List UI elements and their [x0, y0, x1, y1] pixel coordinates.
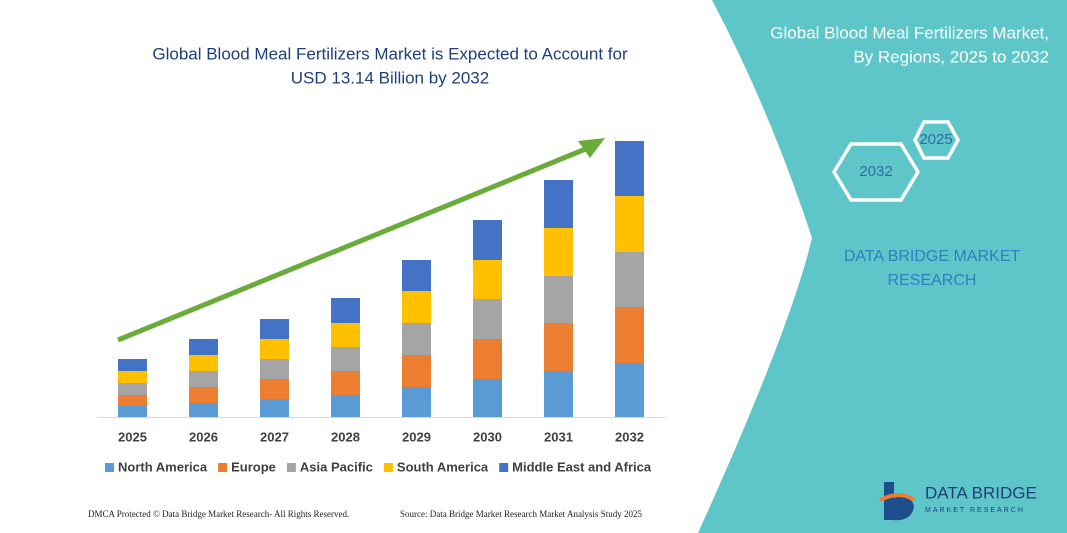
brand-text: RESEARCH [888, 272, 977, 289]
bar-segment [331, 371, 360, 395]
bar-segment [189, 371, 218, 387]
logo-mark [879, 493, 916, 502]
x-tick-label: 2025 [118, 429, 147, 444]
bar-segment [189, 339, 218, 355]
bar-segment [544, 276, 573, 323]
bar-segment [615, 196, 644, 252]
hexagon [831, 142, 921, 202]
bar-segment [615, 252, 644, 307]
x-tick-label: 2028 [331, 429, 360, 444]
plot: 2025 2026 2027 2028 2029 2030 2031 2032 North Am… [97, 141, 665, 474]
hexagon-label: 2032 [859, 163, 892, 180]
x-tick-label: 2027 [260, 429, 289, 444]
hexagon-label: 2025 [919, 131, 952, 148]
bar-segment [331, 323, 360, 347]
panel-title: Global Blood Meal Fertilizers Market, [770, 23, 1049, 42]
hexagon [913, 120, 961, 160]
footer-right: Source: Data Bridge Market Research Mark… [400, 509, 642, 519]
footer-left: DMCA Protected © Data Bridge Market Rese… [88, 509, 349, 519]
bar-segment [260, 339, 289, 359]
bar-segment [402, 323, 431, 355]
trend-arrow [117, 145, 589, 343]
legend-swatch [286, 463, 296, 472]
legend-label: Asia Pacific [300, 459, 373, 474]
chart-title: USD 13.14 Billion by 2032 [291, 68, 489, 87]
legend-label: North America [118, 459, 208, 474]
bar-segment [473, 260, 502, 299]
x-tick-label: 2031 [544, 429, 573, 444]
x-tick-label: 2029 [402, 429, 431, 444]
x-tick-label: 2030 [473, 429, 502, 444]
bar-segment [402, 291, 431, 323]
logo: DATA BRIDGE MARKET RESEARCH [879, 482, 1037, 521]
x-tick-label: 2032 [615, 429, 644, 444]
bar-segment [615, 363, 644, 417]
brand-text: DATA BRIDGE MARKET [844, 248, 1021, 265]
bar-segment [260, 359, 289, 379]
bar-segment [189, 403, 218, 417]
x-tick-label: 2026 [189, 429, 218, 444]
bar-segment [615, 141, 644, 196]
bar-segment [260, 399, 289, 417]
bar-segment [189, 387, 218, 403]
legend-swatch [383, 463, 393, 472]
bar-segment [118, 383, 147, 395]
bar-segment [544, 228, 573, 276]
bar-segment [473, 339, 502, 379]
arrow-head [578, 138, 605, 158]
legend-label: Middle East and Africa [512, 459, 652, 474]
bar-segment [189, 355, 218, 371]
bar-segment [118, 395, 147, 406]
bar-segment [473, 299, 502, 339]
bar-segment [544, 323, 573, 371]
bar-segment [615, 307, 644, 363]
logo-mark [884, 482, 914, 521]
logo-name: DATA BRIDGE [925, 483, 1037, 502]
bar-segment [260, 379, 289, 399]
bar-segment [473, 379, 502, 417]
bar-segment [260, 319, 289, 339]
legend-label: Europe [231, 459, 276, 474]
bar-segment [331, 395, 360, 417]
bar-segment [402, 260, 431, 291]
legend-label: South America [397, 459, 489, 474]
bar-segment [118, 359, 147, 371]
legend-swatch [105, 463, 114, 472]
bar-segment [544, 371, 573, 417]
side-panel [698, 0, 1067, 533]
bar-segment [544, 180, 573, 228]
logo-tagline: MARKET RESEARCH [925, 507, 1025, 514]
bar-segment [402, 355, 431, 387]
bar-segment [118, 406, 147, 417]
bar-segment [402, 387, 431, 417]
panel-title: By Regions, 2025 to 2032 [853, 47, 1049, 66]
bar-segment [118, 371, 147, 383]
bar-segment [473, 220, 502, 260]
legend-swatch [499, 463, 509, 472]
legend-swatch [218, 463, 228, 472]
bar-segment [331, 298, 360, 323]
chart-title: Global Blood Meal Fertilizers Market is … [152, 44, 628, 63]
bar-segment [331, 347, 360, 371]
